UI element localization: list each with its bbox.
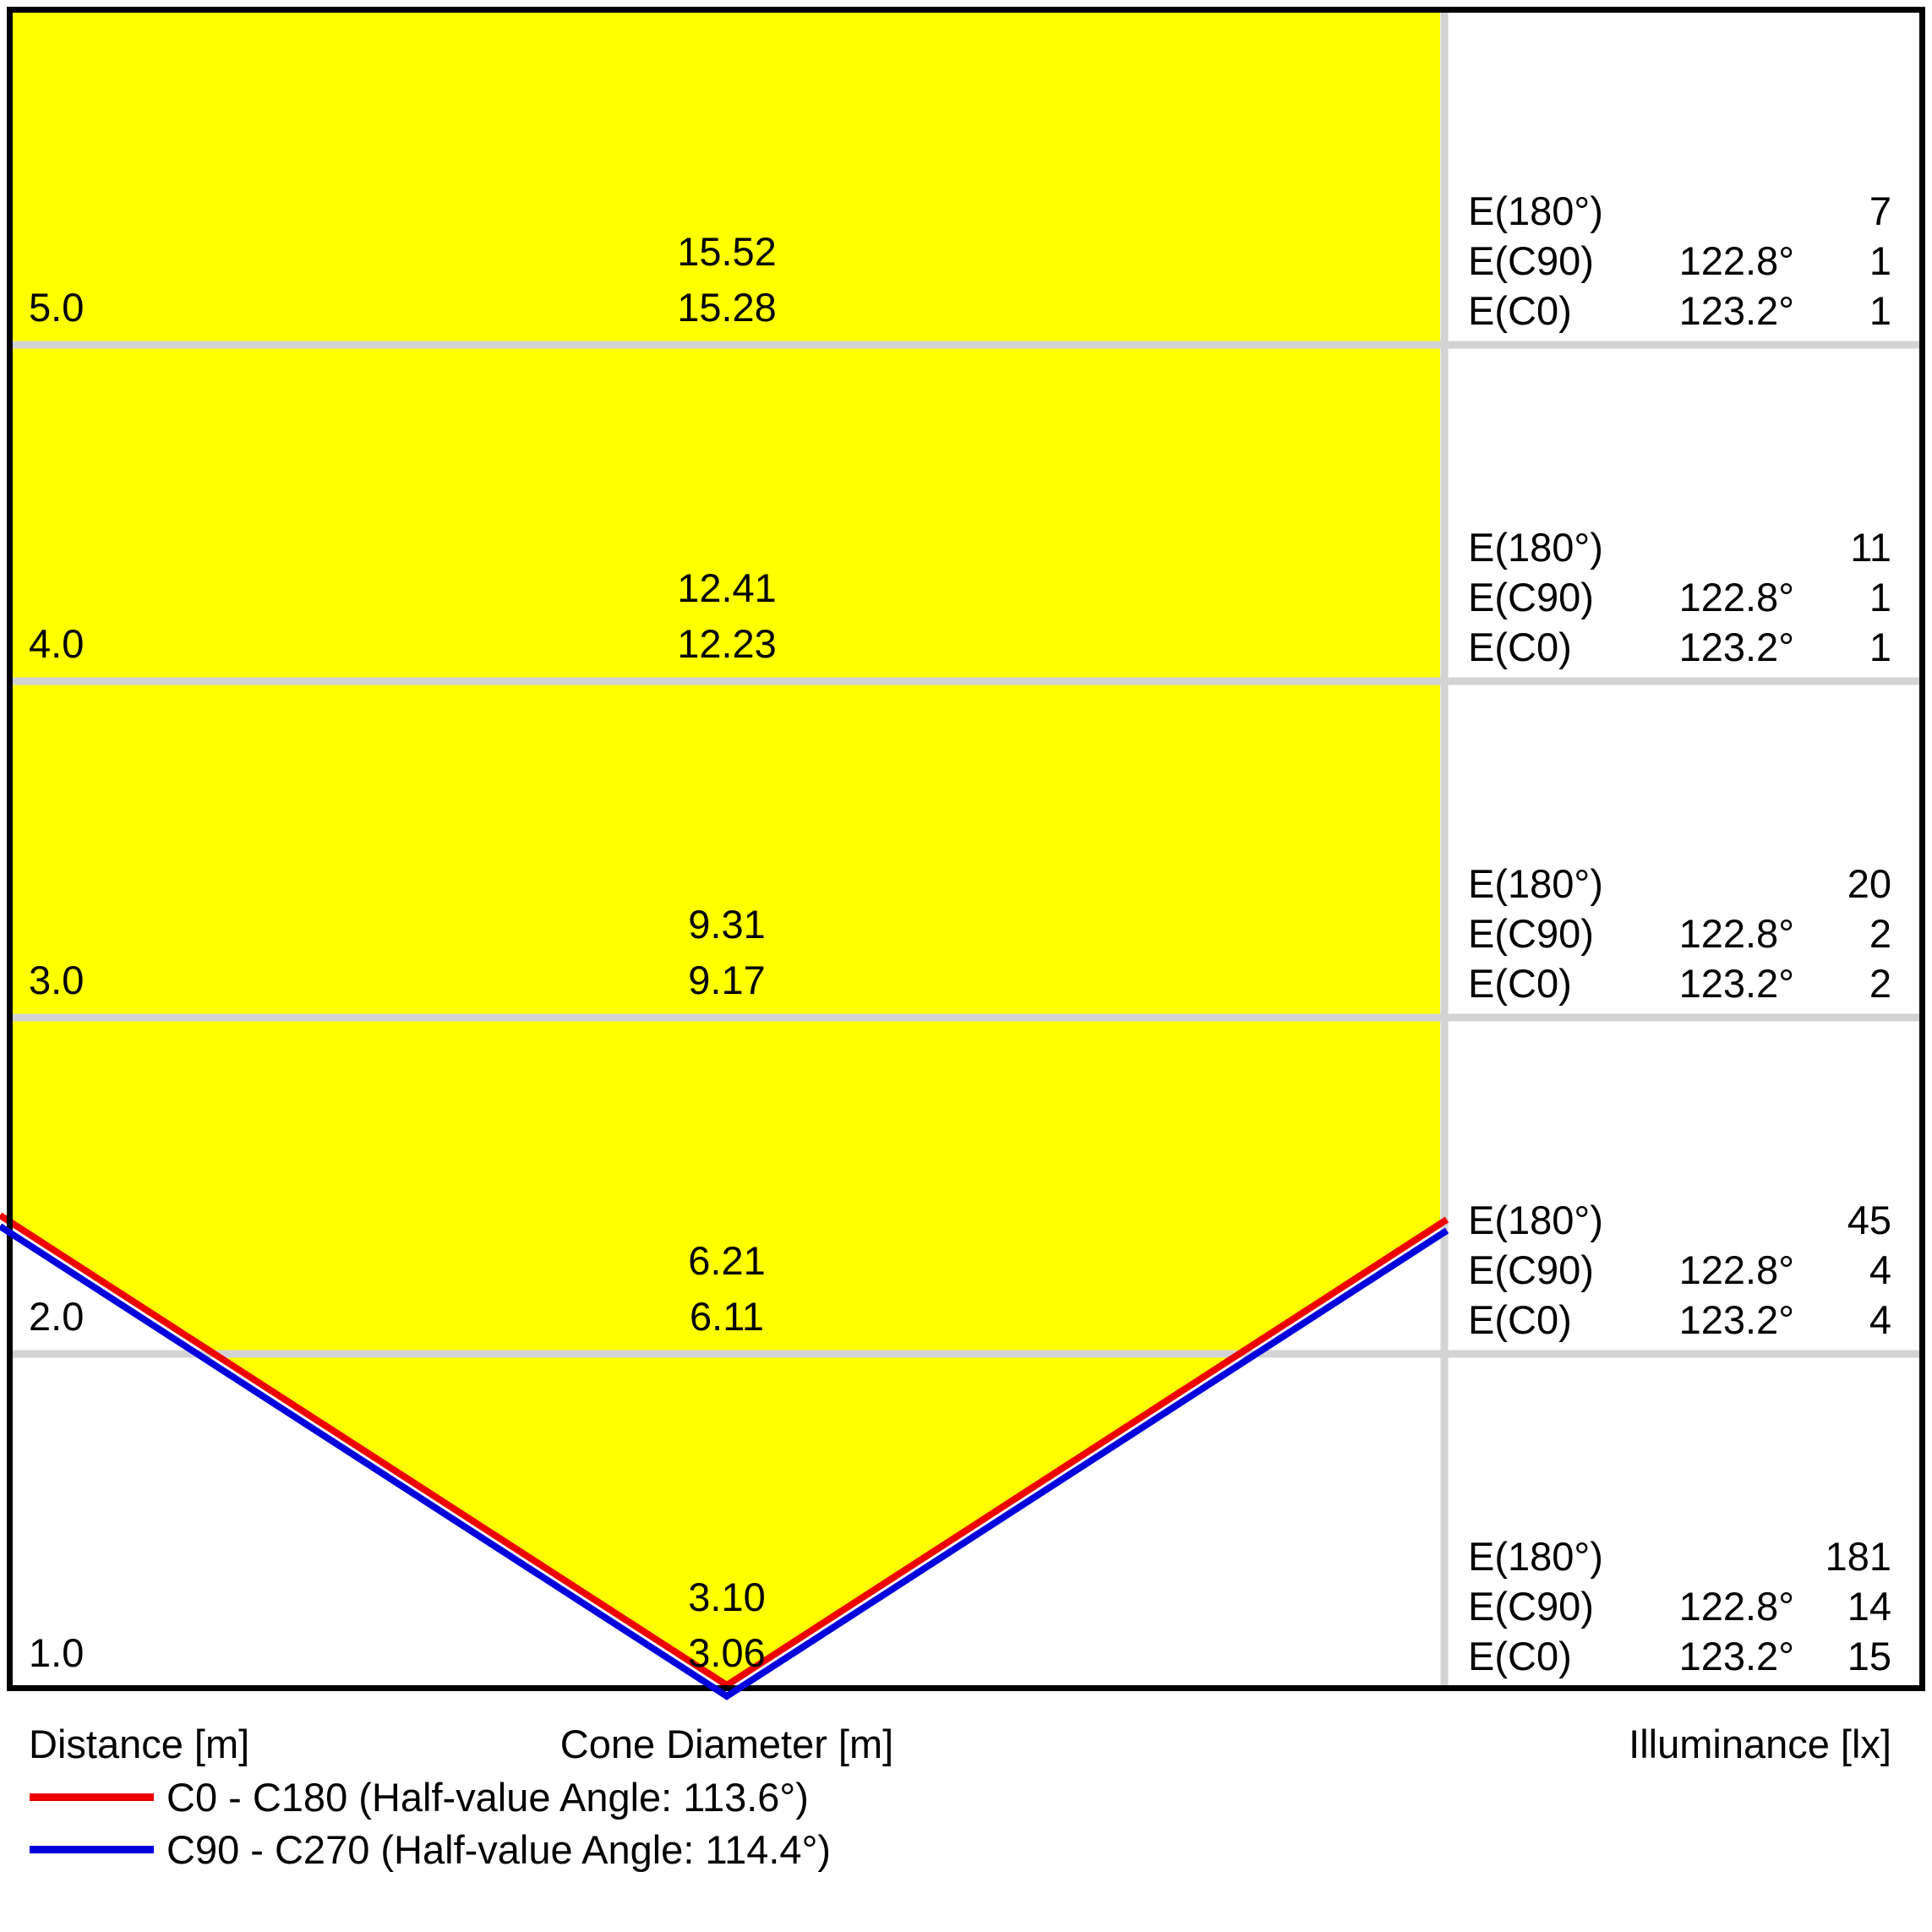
e180-label: E(180°): [1468, 1198, 1603, 1242]
illuminance-axis-label: Illuminance [lx]: [1629, 1722, 1891, 1766]
diagram-border: [7, 7, 1925, 1691]
ec0-row: E(C0) 123.2° 1: [1468, 286, 1891, 336]
e180-row: E(180°) 181: [1468, 1531, 1891, 1581]
cone-diameter-c0-value: 15.28: [677, 285, 777, 330]
distance-label: 2.0: [29, 1294, 85, 1339]
ec90-value: 2: [1869, 911, 1891, 956]
ec90-label: E(C90): [1468, 238, 1594, 283]
e180-label: E(180°): [1468, 1534, 1603, 1579]
ec0-row: E(C0) 123.2° 2: [1468, 958, 1891, 1008]
ec90-label: E(C90): [1468, 911, 1594, 956]
e180-value: 11: [1850, 525, 1891, 570]
ec0-value: 1: [1869, 625, 1891, 669]
ec90-angle: 122.8°: [1678, 1584, 1794, 1629]
ec0-label: E(C0): [1468, 288, 1572, 333]
ec0-value: 2: [1869, 961, 1891, 1006]
distance-label: 5.0: [29, 285, 85, 330]
ec0-row: E(C0) 123.2° 1: [1468, 622, 1891, 672]
c90-legend-swatch: [30, 1846, 154, 1853]
ec90-value: 1: [1869, 575, 1891, 619]
cone-diameter-c90-value: 9.31: [688, 902, 766, 947]
ec90-row: E(C90) 122.8° 4: [1468, 1245, 1891, 1295]
ec90-label: E(C90): [1468, 575, 1594, 619]
cone-diameter-c90-value: 15.52: [677, 229, 777, 274]
ec0-angle: 123.2°: [1678, 625, 1794, 669]
ec0-value: 1: [1869, 288, 1891, 333]
ec0-angle: 123.2°: [1678, 961, 1794, 1006]
ec0-angle: 123.2°: [1678, 1634, 1794, 1678]
cone-diameter-c0-value: 12.23: [677, 621, 777, 666]
ec0-angle: 123.2°: [1678, 288, 1794, 333]
cone-diameter-c90-value: 12.41: [677, 565, 777, 610]
e180-label: E(180°): [1468, 188, 1603, 233]
illuminance-block: E(180°) 181 E(C90) 122.8° 14 E(C0) 123.2° 15: [1468, 1531, 1891, 1681]
ec90-row: E(C90) 122.8° 2: [1468, 909, 1891, 958]
c0-legend-swatch: [30, 1793, 154, 1801]
cone-fill: [13, 13, 1440, 1685]
ec0-angle: 123.2°: [1678, 1297, 1794, 1342]
e180-value: 181: [1825, 1534, 1891, 1579]
distance-axis-label: Distance [m]: [29, 1722, 250, 1766]
e180-label: E(180°): [1468, 861, 1603, 906]
e180-row: E(180°) 45: [1468, 1195, 1891, 1245]
distance-label: 3.0: [29, 958, 85, 1002]
ec90-value: 4: [1869, 1247, 1891, 1292]
illuminance-block: E(180°) 45 E(C90) 122.8° 4 E(C0) 123.2° 4: [1468, 1195, 1891, 1345]
ec90-angle: 122.8°: [1678, 1247, 1794, 1292]
ec90-label: E(C90): [1468, 1247, 1594, 1292]
ec0-label: E(C0): [1468, 1297, 1572, 1342]
cone-diameter-c0-value: 6.11: [690, 1294, 764, 1339]
e180-label: E(180°): [1468, 525, 1603, 570]
ec90-row: E(C90) 122.8° 1: [1468, 236, 1891, 286]
ec0-value: 15: [1847, 1634, 1891, 1678]
illuminance-block: E(180°) 20 E(C90) 122.8° 2 E(C0) 123.2° 2: [1468, 859, 1891, 1008]
ec90-angle: 122.8°: [1678, 575, 1794, 619]
cone-diameter-c0-value: 3.06: [688, 1630, 766, 1675]
e180-row: E(180°) 7: [1468, 186, 1891, 236]
c0-legend-label: C0 - C180 (Half-value Angle: 113.6°): [166, 1775, 809, 1820]
ec90-angle: 122.8°: [1678, 911, 1794, 956]
cone-diameter-c0-value: 9.17: [688, 958, 766, 1002]
cone-diameter-c90-value: 3.10: [688, 1575, 766, 1619]
ec90-value: 14: [1847, 1584, 1891, 1629]
e180-row: E(180°) 11: [1468, 522, 1891, 572]
ec0-label: E(C0): [1468, 961, 1572, 1006]
cone-diameter-c90-value: 6.21: [688, 1238, 766, 1283]
ec90-row: E(C90) 122.8° 14: [1468, 1581, 1891, 1631]
distance-label: 4.0: [29, 621, 85, 666]
ec90-label: E(C90): [1468, 1584, 1594, 1629]
ec0-label: E(C0): [1468, 1634, 1572, 1678]
e180-value: 45: [1847, 1198, 1891, 1242]
e180-row: E(180°) 20: [1468, 859, 1891, 909]
ec90-angle: 122.8°: [1678, 238, 1794, 283]
e180-value: 20: [1847, 861, 1891, 906]
ec90-row: E(C90) 122.8° 1: [1468, 572, 1891, 622]
ec0-row: E(C0) 123.2° 4: [1468, 1295, 1891, 1345]
c90-c270-line: [0, 1223, 1449, 1700]
cone-diameter-axis-label: Cone Diameter [m]: [559, 1722, 894, 1766]
distance-label: 1.0: [29, 1630, 85, 1675]
illuminance-block: E(180°) 11 E(C90) 122.8° 1 E(C0) 123.2° 1: [1468, 522, 1891, 672]
ec0-value: 4: [1869, 1297, 1891, 1342]
e180-value: 7: [1869, 188, 1891, 233]
c90-legend-label: C90 - C270 (Half-value Angle: 114.4°): [166, 1827, 832, 1872]
ec90-value: 1: [1869, 238, 1891, 283]
ec0-row: E(C0) 123.2° 15: [1468, 1631, 1891, 1681]
ec0-label: E(C0): [1468, 625, 1572, 669]
illuminance-block: E(180°) 7 E(C90) 122.8° 1 E(C0) 123.2° 1: [1468, 186, 1891, 336]
